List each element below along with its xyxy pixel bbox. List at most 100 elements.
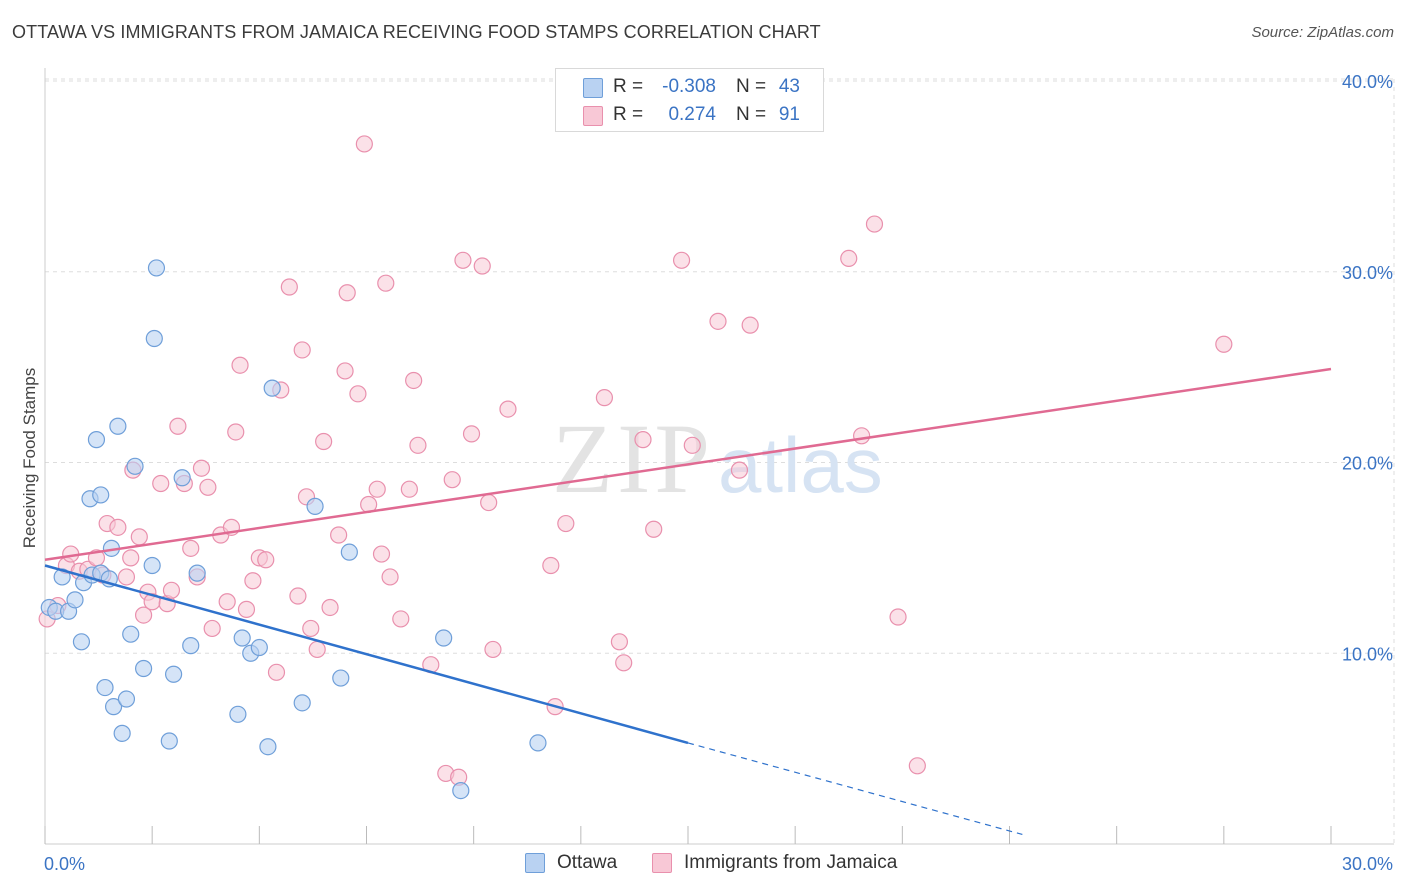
ottawa-point [66,591,84,609]
series-legend: Ottawa Immigrants from Jamaica [0,852,1406,878]
ottawa-point [126,457,144,475]
jamaica-point [227,423,245,441]
legend-row-jamaica: R = 0.274 N = 91 [556,101,823,129]
jamaica-point [308,640,326,659]
jamaica-point [889,608,907,626]
source-label: Source: ZipAtlas.com [1251,24,1394,41]
jamaica-point [134,606,153,624]
jamaica-point [355,135,373,153]
legend-n-label: N = [736,76,767,97]
jamaica-point [400,480,418,498]
jamaica-point [610,633,629,651]
ottawa-point [182,637,200,655]
ottawa-point [332,669,350,687]
jamaica-point [405,371,423,390]
jamaica-point [368,480,386,498]
ottawa-point [340,543,358,561]
y-tick-label: 40.0% [1342,72,1393,92]
jamaica-point [182,539,200,557]
jamaica-point [454,251,472,269]
ottawa-point [259,738,277,756]
jamaica-point [152,474,170,493]
ottawa-point [113,724,131,742]
legend-r-value-jamaica: 0.274 [668,104,716,125]
ottawa-point [229,705,247,723]
jamaica-point [267,663,286,681]
jamaica-point [330,526,348,544]
jamaica-point [853,427,871,445]
jamaica-trend-line [44,367,1332,562]
legend-item-ottawa: Ottawa [525,852,617,874]
ottawa-legend-swatch [525,853,545,873]
ottawa-point [109,417,127,435]
ottawa-point [173,469,191,487]
jamaica-point [595,389,614,407]
jamaica-point [443,471,461,489]
ottawa-point [122,625,140,643]
jamaica-point [557,514,575,533]
jamaica-point [499,400,517,418]
ottawa-point [145,329,163,348]
jamaica-point [409,436,427,454]
ottawa-point [134,659,153,678]
jamaica-point [338,284,356,302]
legend-label-ottawa: Ottawa [557,852,618,873]
ottawa-point [92,486,110,504]
jamaica-point [741,316,759,334]
legend-n-value-jamaica: 91 [778,104,800,125]
jamaica-point [542,556,560,575]
jamaica-point [169,417,187,435]
ottawa-point [87,431,106,449]
jamaica-point [865,215,884,233]
jamaica-point [302,619,320,638]
ottawa-point [147,259,166,277]
jamaica-point [709,312,727,330]
jamaica-legend-swatch [652,853,672,873]
x-tick-label: 0.0% [44,854,85,874]
watermark-zip: ZIP [552,403,714,514]
jamaica-point [336,362,354,380]
jamaica-point [203,619,221,638]
jamaica-point [672,251,691,269]
jamaica-point [244,572,262,590]
jamaica-point [473,257,491,275]
jamaica-point [462,425,481,443]
jamaica-point [908,757,926,775]
legend-row-ottawa: R = -0.308 N = 43 [556,73,823,101]
jamaica-point [480,493,498,512]
jamaica-point [130,528,148,546]
ottawa-point [143,556,161,575]
legend-n-label: N = [736,104,767,125]
jamaica-point [730,461,749,479]
jamaica-point [117,568,136,586]
jamaica-point [381,568,399,586]
jamaica-point [615,654,633,672]
jamaica-point [634,431,652,449]
jamaica-point [237,600,256,618]
jamaica-point [293,341,311,359]
ottawa-point [96,678,114,697]
jamaica-point [372,545,391,563]
ottawa-trend-line [44,564,689,745]
correlation-legend: R = -0.308 N = 43 R = 0.274 N = 91 [555,68,824,132]
ottawa-point [452,781,470,800]
jamaica-point [109,518,127,536]
ottawa-point [306,497,324,515]
jamaica-point [280,278,298,296]
ottawa-point [188,564,206,582]
ottawa-point [233,629,251,647]
ottawa-point [72,633,91,651]
ottawa-point [117,690,136,708]
jamaica-point [192,459,211,477]
legend-label-jamaica: Immigrants from Jamaica [684,852,898,873]
ottawa-point [165,665,183,683]
jamaica-point [683,436,701,454]
series-jamaica-points [38,135,1233,786]
legend-n-value-ottawa: 43 [778,76,800,97]
y-tick-label: 10.0% [1342,644,1393,664]
y-tick-label: 30.0% [1342,263,1393,283]
watermark: ZIP atlas [552,403,883,514]
jamaica-point [122,549,140,567]
jamaica-point [218,593,236,611]
ottawa-point [435,629,453,647]
